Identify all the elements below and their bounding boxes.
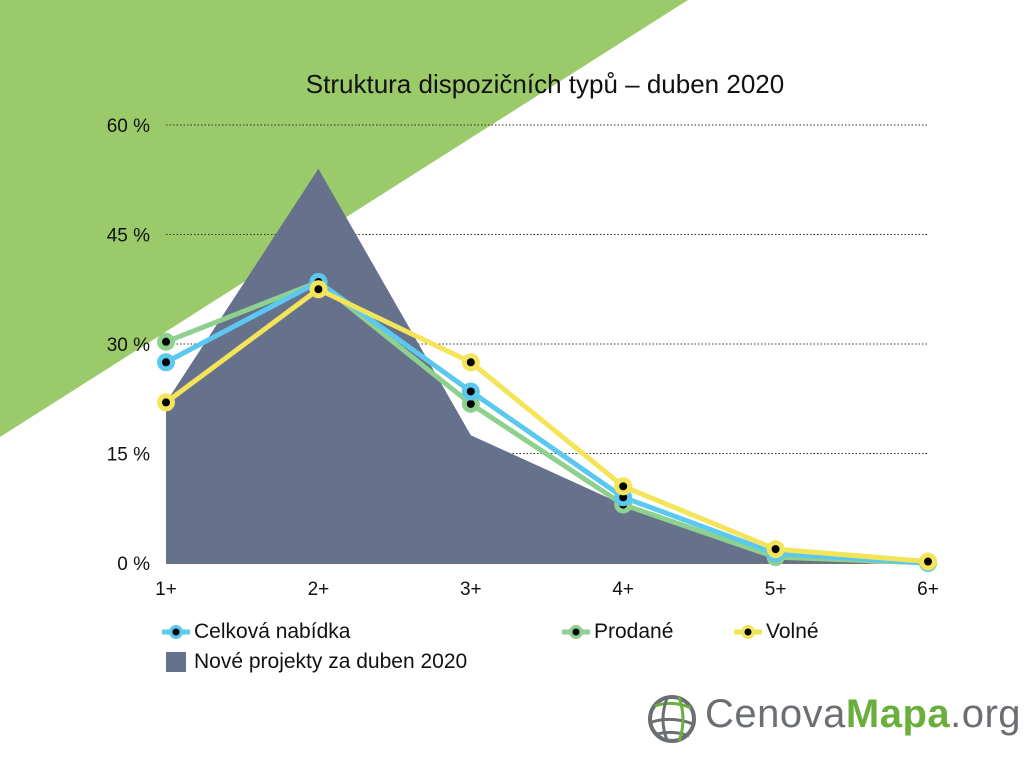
data-point-center [619,493,628,502]
legend-label-total: Celková nabídka [194,620,351,643]
line-series [157,272,937,572]
data-point-center [771,545,780,554]
y-tick-label: 0 % [117,554,150,575]
y-tick-label: 60 % [107,116,150,137]
logo-text-mapa: Mapa [845,692,951,736]
series-line [164,286,929,565]
data-point-center [924,557,932,566]
y-tick-label: 45 % [107,226,150,247]
legend-label-free: Volné [766,620,819,643]
logo-text-org: .org [950,692,1022,736]
series-Volné [157,280,937,571]
legend-marker-new [166,652,186,672]
legend-marker-free [734,625,762,639]
x-tick-label: 3+ [460,579,482,600]
data-point-center [162,358,170,367]
data-point-center [619,482,628,491]
data-point-center [162,398,170,407]
data-point-center [466,387,475,396]
legend-label-sold: Prodané [594,620,674,643]
x-tick-label: 2+ [308,579,330,600]
legend-marker-sold [562,625,590,639]
data-point-center [162,337,170,346]
x-axis-labels: 1+ 2+ 3+ 4+ 5+ 6+ [155,579,939,600]
legend-label-new: Nové projekty za duben 2020 [194,650,468,673]
x-tick-label: 6+ [917,579,939,600]
series-line [165,279,929,566]
y-axis-labels: 0 % 15 % 30 % 45 % 60 % [107,116,150,575]
x-tick-label: 1+ [155,579,177,600]
chart-title: Struktura dispozičních typů – duben 2020 [306,69,784,99]
y-tick-label: 30 % [107,335,150,356]
series-line [164,279,929,566]
area-new-projects [166,168,928,564]
x-tick-label: 4+ [612,579,634,600]
logo-text-cenova: Cenova [705,692,846,736]
area-series [166,168,928,564]
x-tick-label: 5+ [765,579,787,600]
logo-text: CenovaMapa.org [705,692,1021,737]
globe-icon [648,695,696,743]
legend-marker-total [162,625,190,639]
y-tick-label: 15 % [107,445,150,466]
data-point-center [466,399,475,408]
data-point-center [314,285,323,294]
cenovamapa-logo: CenovaMapa.org [645,688,1021,752]
data-point-center [466,358,475,367]
